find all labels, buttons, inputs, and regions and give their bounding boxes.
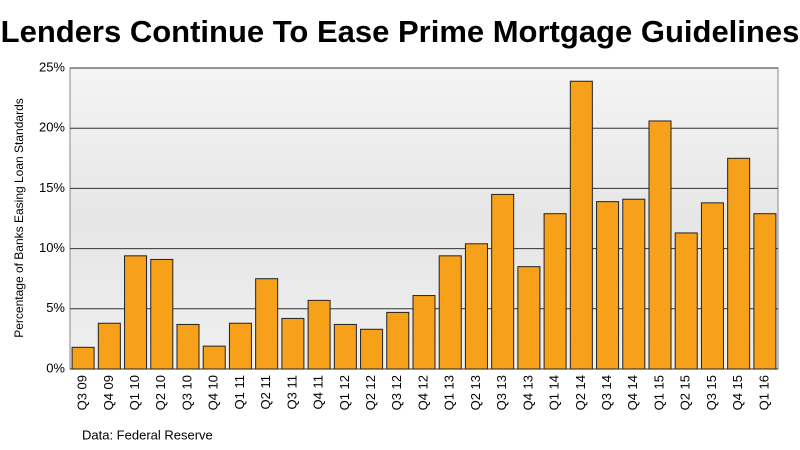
bar bbox=[753, 213, 777, 370]
bar bbox=[596, 201, 620, 370]
bar bbox=[71, 346, 95, 370]
x-tick-label: Q1 13 bbox=[442, 375, 457, 410]
x-tick-label: Q3 11 bbox=[284, 375, 299, 409]
bar bbox=[333, 323, 357, 370]
bar bbox=[569, 80, 593, 370]
x-tick-label: Q1 16 bbox=[756, 375, 771, 410]
bar bbox=[281, 317, 305, 370]
y-axis-label: Percentage of Banks Easing Loan Standard… bbox=[12, 98, 26, 338]
x-tick-label: Q1 15 bbox=[651, 375, 666, 410]
bar bbox=[307, 299, 331, 370]
x-tick-label: Q3 13 bbox=[494, 375, 509, 410]
bar bbox=[491, 193, 515, 370]
x-tick-label: Q1 11 bbox=[232, 375, 247, 409]
bar bbox=[464, 243, 488, 370]
bar bbox=[228, 322, 252, 370]
x-tick-label: Q3 12 bbox=[389, 375, 404, 410]
x-tick-label: Q3 14 bbox=[599, 375, 614, 410]
x-tick-label: Q2 13 bbox=[468, 375, 483, 410]
bar bbox=[176, 323, 200, 370]
y-tick-label: 25% bbox=[39, 59, 65, 74]
x-tick-label: Q3 10 bbox=[179, 375, 194, 410]
y-tick-label: 15% bbox=[39, 180, 65, 195]
bar bbox=[517, 266, 541, 370]
x-tick-label: Q3 15 bbox=[704, 375, 719, 410]
bar bbox=[386, 311, 410, 370]
bar bbox=[727, 157, 751, 370]
bar bbox=[412, 295, 436, 370]
y-tick-label: 20% bbox=[39, 120, 65, 135]
bar bbox=[124, 255, 148, 370]
x-tick-label: Q4 13 bbox=[520, 375, 535, 410]
bar bbox=[150, 258, 174, 370]
bar bbox=[255, 278, 279, 370]
chart-title: Lenders Continue To Ease Prime Mortgage … bbox=[1, 14, 800, 49]
x-tick-label: Q2 12 bbox=[363, 375, 378, 410]
bar bbox=[438, 255, 462, 370]
bar bbox=[202, 345, 226, 370]
y-tick-label: 5% bbox=[46, 300, 65, 315]
y-tick-label: 10% bbox=[39, 240, 65, 255]
x-tick-label: Q4 12 bbox=[415, 375, 430, 410]
x-tick-label: Q4 09 bbox=[101, 375, 116, 410]
bar bbox=[97, 322, 121, 370]
bar bbox=[622, 198, 646, 370]
x-tick-label: Q2 11 bbox=[258, 375, 273, 409]
x-tick-label: Q3 09 bbox=[75, 375, 90, 410]
x-tick-label: Q1 12 bbox=[337, 375, 352, 410]
x-tick-label: Q4 10 bbox=[206, 375, 221, 410]
bar bbox=[543, 213, 567, 370]
source-note: Data: Federal Reserve bbox=[82, 427, 213, 442]
x-tick-label: Q4 15 bbox=[730, 375, 745, 410]
bar bbox=[648, 120, 672, 370]
bar bbox=[360, 328, 384, 370]
y-tick-label: 0% bbox=[46, 360, 65, 375]
x-tick-label: Q1 10 bbox=[127, 375, 142, 410]
bar bbox=[674, 232, 698, 370]
x-tick-label: Q4 11 bbox=[311, 375, 326, 409]
x-tick-label: Q2 14 bbox=[573, 375, 588, 410]
x-tick-label: Q2 15 bbox=[678, 375, 693, 410]
x-tick-label: Q1 14 bbox=[547, 375, 562, 410]
x-tick-label: Q4 14 bbox=[625, 375, 640, 410]
x-tick-label: Q2 10 bbox=[153, 375, 168, 410]
bar bbox=[700, 202, 724, 370]
